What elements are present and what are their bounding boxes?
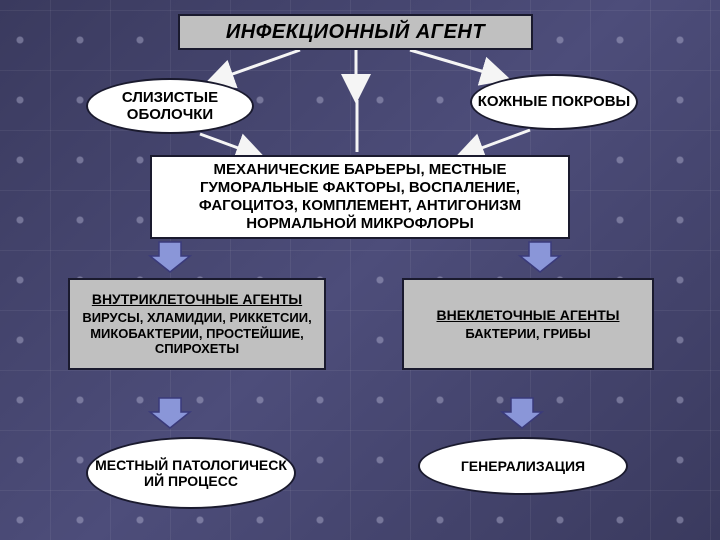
extracellular-list: БАКТЕРИИ, ГРИБЫ <box>465 326 590 341</box>
local-label: МЕСТНЫЙ ПАТОЛОГИЧЕСК ИЙ ПРОЦЕСС <box>95 457 287 489</box>
mucous-label: СЛИЗИСТЫЕ ОБОЛОЧКИ <box>88 89 252 124</box>
title-label: ИНФЕКЦИОННЫЙ АГЕНТ <box>226 21 485 44</box>
extracellular-content: ВНЕКЛЕТОЧНЫЕ АГЕНТЫ БАКТЕРИИ, ГРИБЫ <box>431 303 626 345</box>
general-label: ГЕНЕРАЛИЗАЦИЯ <box>461 458 585 474</box>
general-ellipse: ГЕНЕРАЛИЗАЦИЯ <box>418 437 628 495</box>
barriers-box: МЕХАНИЧЕСКИЕ БАРЬЕРЫ, МЕСТНЫЕ ГУМОРАЛЬНЫ… <box>150 155 570 239</box>
local-ellipse: МЕСТНЫЙ ПАТОЛОГИЧЕСК ИЙ ПРОЦЕСС <box>86 437 296 509</box>
intracellular-box: ВНУТРИКЛЕТОЧНЫЕ АГЕНТЫ ВИРУСЫ, ХЛАМИДИИ,… <box>68 278 326 370</box>
intracellular-content: ВНУТРИКЛЕТОЧНЫЕ АГЕНТЫ ВИРУСЫ, ХЛАМИДИИ,… <box>70 287 324 361</box>
extracellular-title: ВНЕКЛЕТОЧНЫЕ АГЕНТЫ <box>437 307 620 324</box>
intracellular-title: ВНУТРИКЛЕТОЧНЫЕ АГЕНТЫ <box>76 291 318 308</box>
skin-ellipse: КОЖНЫЕ ПОКРОВЫ <box>470 74 638 130</box>
title-box: ИНФЕКЦИОННЫЙ АГЕНТ <box>178 14 533 50</box>
skin-label: КОЖНЫЕ ПОКРОВЫ <box>478 93 630 110</box>
barriers-label: МЕХАНИЧЕСКИЕ БАРЬЕРЫ, МЕСТНЫЕ ГУМОРАЛЬНЫ… <box>152 157 568 237</box>
extracellular-box: ВНЕКЛЕТОЧНЫЕ АГЕНТЫ БАКТЕРИИ, ГРИБЫ <box>402 278 654 370</box>
intracellular-list: ВИРУСЫ, ХЛАМИДИИ, РИККЕТСИИ, МИКОБАКТЕРИ… <box>82 310 311 356</box>
mucous-ellipse: СЛИЗИСТЫЕ ОБОЛОЧКИ <box>86 78 254 134</box>
